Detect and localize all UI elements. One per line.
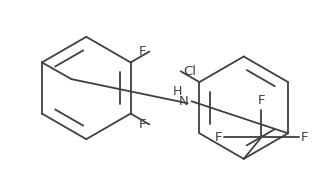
Text: H: H: [173, 85, 182, 98]
Text: Cl: Cl: [183, 65, 197, 78]
Text: F: F: [258, 94, 265, 107]
Text: N: N: [179, 95, 188, 108]
Text: F: F: [139, 118, 147, 131]
Text: F: F: [139, 45, 147, 58]
Text: F: F: [301, 131, 308, 144]
Text: F: F: [214, 131, 222, 144]
